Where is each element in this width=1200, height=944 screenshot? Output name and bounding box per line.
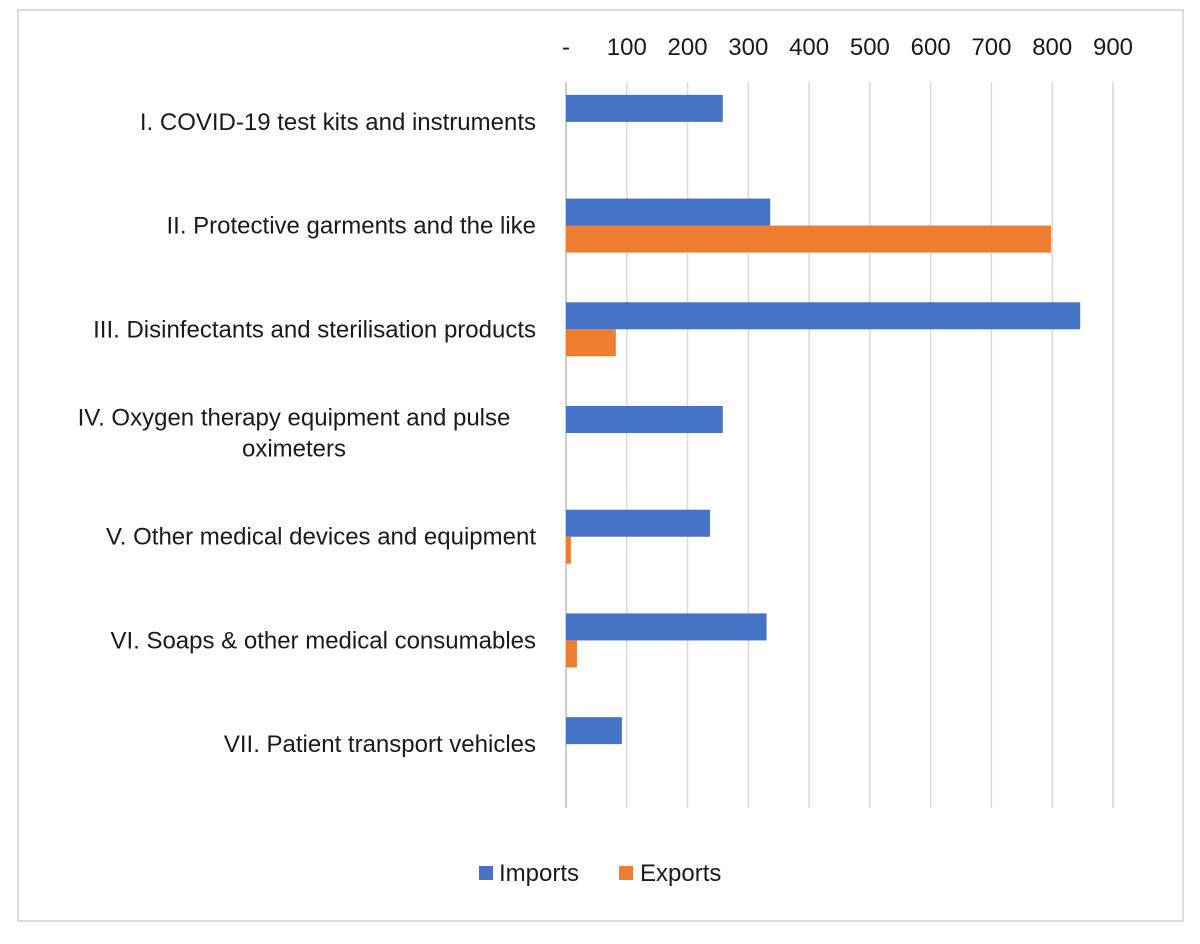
category-label: VI. Soaps & other medical consumables	[110, 627, 536, 654]
bars	[566, 94, 1081, 745]
category-label: III. Disinfectants and sterilisation pro…	[93, 316, 536, 343]
legend-swatch-exports	[619, 866, 633, 880]
x-tick-label: 400	[789, 34, 829, 61]
x-tick-label: 300	[728, 34, 768, 61]
x-axis-ticks: - 100 200 300 400 500 600 700 800 900	[562, 34, 1133, 61]
bar-exports	[566, 640, 577, 668]
bar-imports	[566, 613, 767, 641]
bar-exports	[566, 329, 616, 357]
chart-border	[17, 9, 1184, 922]
category-label: II. Protective garments and the like	[166, 213, 536, 240]
bar-imports	[566, 94, 723, 122]
legend: Imports Exports	[479, 860, 721, 887]
x-tick-label: 700	[971, 34, 1011, 61]
category-label: IV. Oxygen therapy equipment and pulse ox…	[78, 405, 511, 463]
x-tick-label: 600	[911, 34, 951, 61]
x-tick-label: 800	[1032, 34, 1072, 61]
bar-exports	[566, 225, 1052, 253]
legend-label-imports: Imports	[499, 860, 579, 887]
x-tick-label: 500	[850, 34, 890, 61]
bar-imports	[566, 302, 1081, 330]
category-label: VII. Patient transport vehicles	[224, 731, 536, 758]
category-labels: I. COVID-19 test kits and instruments II.…	[78, 109, 537, 758]
bar-imports	[566, 198, 771, 226]
legend-swatch-imports	[479, 866, 493, 880]
x-tick-label: -	[562, 34, 570, 61]
category-label: I. COVID-19 test kits and instruments	[140, 109, 536, 136]
legend-label-exports: Exports	[640, 860, 721, 887]
x-tick-label: 200	[668, 34, 708, 61]
x-tick-label: 900	[1093, 34, 1133, 61]
bar-exports	[566, 536, 571, 564]
x-tick-label: 100	[607, 34, 647, 61]
bar-imports	[566, 509, 711, 537]
bar-imports	[566, 717, 622, 745]
category-label: V. Other medical devices and equipment	[106, 524, 536, 551]
bar-imports	[566, 406, 723, 433]
